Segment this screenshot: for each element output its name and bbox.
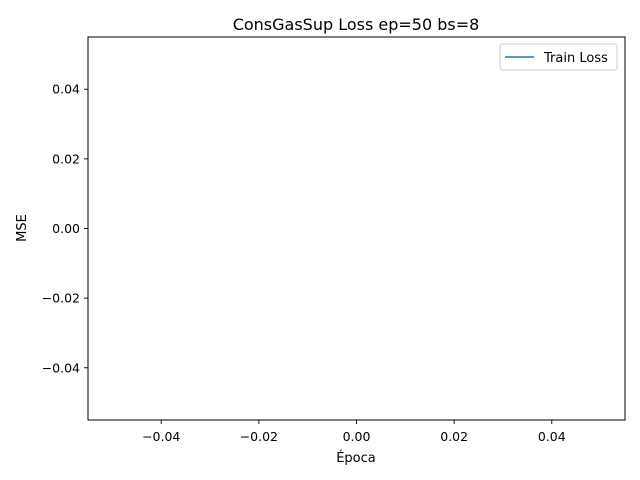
- x-axis-ticks: −0.04 −0.02 0.00 0.02 0.04: [142, 420, 566, 444]
- y-tick-label: 0.02: [52, 151, 80, 166]
- x-tick-label: 0.02: [440, 429, 468, 444]
- x-tick-label: 0.04: [538, 429, 566, 444]
- y-tick-label: 0.00: [52, 221, 80, 236]
- plot-area: [87, 36, 626, 421]
- y-axis-label: MSE: [15, 214, 30, 242]
- x-tick-label: −0.02: [240, 429, 278, 444]
- chart-title: ConsGasSup Loss ep=50 bs=8: [233, 15, 480, 34]
- legend: Train Loss: [499, 43, 618, 71]
- x-tick-label: −0.04: [142, 429, 180, 444]
- y-tick-label: −0.02: [42, 291, 80, 306]
- y-tick-label: 0.04: [52, 82, 80, 97]
- legend-box: [499, 43, 618, 71]
- y-axis-ticks: −0.04 −0.02 0.00 0.02 0.04: [42, 82, 88, 375]
- x-axis-label: Época: [336, 450, 376, 466]
- plot-frame: [87, 36, 626, 421]
- y-tick-label: −0.04: [42, 360, 80, 375]
- legend-label-train-loss: Train Loss: [543, 51, 608, 66]
- x-tick-label: 0.00: [343, 429, 371, 444]
